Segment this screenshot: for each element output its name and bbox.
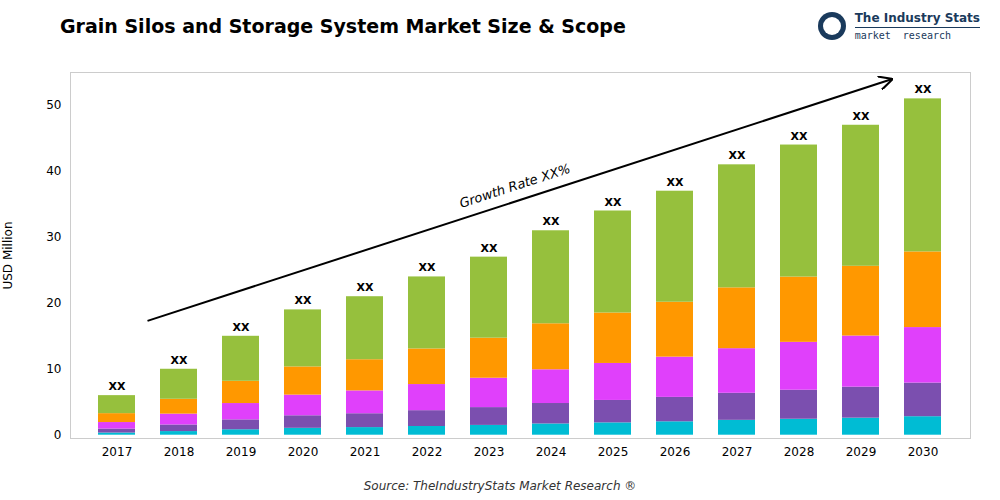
svg-text:XX: XX <box>791 130 808 143</box>
svg-text:10: 10 <box>46 362 61 376</box>
svg-text:50: 50 <box>46 98 61 112</box>
svg-text:XX: XX <box>233 321 250 334</box>
svg-text:2026: 2026 <box>660 445 691 459</box>
svg-text:XX: XX <box>357 281 374 294</box>
svg-text:XX: XX <box>481 242 498 255</box>
svg-text:XX: XX <box>171 354 188 367</box>
svg-text:2022: 2022 <box>412 445 443 459</box>
svg-text:2028: 2028 <box>784 445 815 459</box>
svg-text:2023: 2023 <box>474 445 505 459</box>
svg-text:XX: XX <box>915 83 932 96</box>
svg-text:2020: 2020 <box>288 445 319 459</box>
svg-text:XX: XX <box>729 149 746 162</box>
html-text:The Industry Stats: The Industry Stats <box>854 11 980 25</box>
svg-text:2025: 2025 <box>598 445 629 459</box>
svg-text:2018: 2018 <box>164 445 195 459</box>
svg-text:XX: XX <box>295 294 312 307</box>
svg-text:XX: XX <box>543 215 560 228</box>
svg-text:XX: XX <box>109 380 126 393</box>
svg-text:2029: 2029 <box>846 445 877 459</box>
svg-text:XX: XX <box>605 196 622 209</box>
svg-text:0: 0 <box>54 428 62 442</box>
svg-text:2021: 2021 <box>350 445 381 459</box>
svg-text:XX: XX <box>667 176 684 189</box>
svg-text:2027: 2027 <box>722 445 753 459</box>
html-text:market research: market research <box>854 30 951 41</box>
svg-text:2019: 2019 <box>226 445 257 459</box>
html-text:Source: TheIndustryStats Marke: Source: TheIndustryStats Market Research… <box>363 479 637 493</box>
svg-text:Growth Rate XX%: Growth Rate XX% <box>457 161 572 211</box>
svg-text:30: 30 <box>46 230 61 244</box>
svg-text:2017: 2017 <box>102 445 133 459</box>
html-text:Grain Silos and Storage System: Grain Silos and Storage System Market Si… <box>60 15 626 37</box>
svg-text:USD Million: USD Million <box>1 221 15 289</box>
svg-text:40: 40 <box>46 164 61 178</box>
svg-text:2030: 2030 <box>908 445 939 459</box>
svg-text:2024: 2024 <box>536 445 567 459</box>
svg-text:20: 20 <box>46 296 61 310</box>
svg-text:XX: XX <box>419 261 436 274</box>
svg-text:XX: XX <box>853 110 870 123</box>
